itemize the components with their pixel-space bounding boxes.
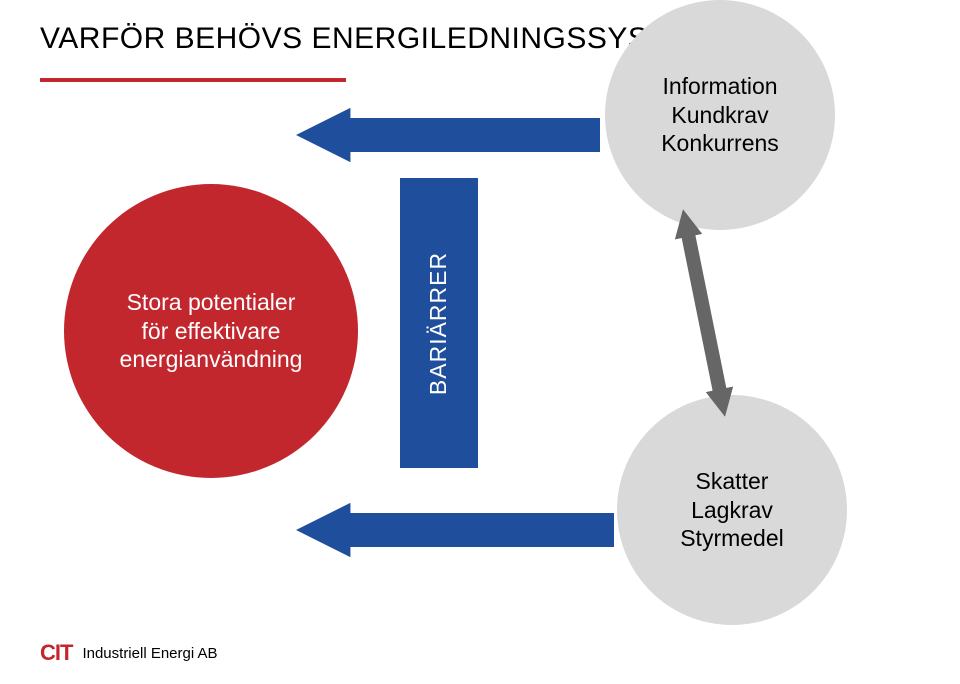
line: för effektivare xyxy=(120,317,303,346)
footer: CIT Industriell Energi AB xyxy=(40,640,218,666)
line: Skatter xyxy=(680,467,784,496)
line: Stora potentialer xyxy=(120,288,303,317)
barrier-bar: BARIÄRRER xyxy=(400,178,478,468)
circle-market: Information Kundkrav Konkurrens xyxy=(605,0,835,230)
circle-policy: Skatter Lagkrav Styrmedel xyxy=(617,395,847,625)
title-underline xyxy=(40,78,346,82)
circle-potentials-text: Stora potentialer för effektivare energi… xyxy=(120,288,303,374)
footer-company: Industriell Energi AB xyxy=(82,645,217,662)
line: Konkurrens xyxy=(661,129,779,158)
circle-market-text: Information Kundkrav Konkurrens xyxy=(661,72,779,158)
barrier-label: BARIÄRRER xyxy=(426,251,453,394)
line: energianvändning xyxy=(120,345,303,374)
line: Information xyxy=(661,72,779,101)
line: Kundkrav xyxy=(661,101,779,130)
line: Lagkrav xyxy=(680,496,784,525)
line: Styrmedel xyxy=(680,524,784,553)
circle-potentials: Stora potentialer för effektivare energi… xyxy=(64,184,358,478)
circle-policy-text: Skatter Lagkrav Styrmedel xyxy=(680,467,784,553)
footer-logo: CIT xyxy=(40,640,72,666)
arrow-double xyxy=(688,234,720,392)
